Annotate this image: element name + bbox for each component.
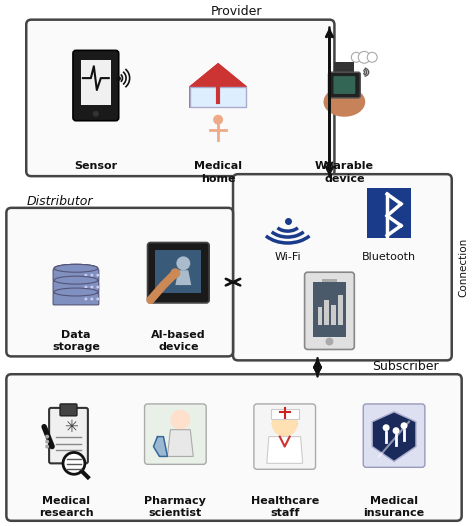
Text: Bluetooth: Bluetooth [362, 252, 416, 262]
FancyBboxPatch shape [53, 269, 99, 281]
Text: Distributor: Distributor [26, 195, 93, 208]
Text: Wi-Fi: Wi-Fi [274, 252, 301, 262]
Text: Medical
research: Medical research [39, 496, 93, 519]
Circle shape [213, 115, 223, 125]
FancyBboxPatch shape [367, 188, 411, 238]
Bar [338, 295, 343, 325]
Ellipse shape [54, 264, 98, 272]
Circle shape [176, 256, 190, 270]
Text: Healthcare
staff: Healthcare staff [251, 496, 319, 519]
Circle shape [272, 411, 298, 437]
Ellipse shape [54, 288, 98, 296]
Circle shape [45, 440, 49, 443]
FancyBboxPatch shape [60, 404, 77, 416]
Ellipse shape [272, 417, 298, 431]
Circle shape [170, 410, 190, 430]
FancyBboxPatch shape [328, 72, 360, 98]
Text: Subscriber: Subscriber [372, 360, 439, 373]
Text: Wearable
device: Wearable device [315, 161, 374, 184]
Circle shape [367, 53, 377, 62]
Circle shape [45, 434, 49, 439]
Bar [312, 282, 346, 337]
Bar [190, 87, 246, 107]
Ellipse shape [54, 264, 98, 272]
Circle shape [383, 424, 390, 431]
FancyBboxPatch shape [254, 404, 316, 469]
Text: Connection: Connection [459, 238, 469, 297]
FancyBboxPatch shape [53, 293, 99, 305]
Bar [81, 60, 111, 105]
FancyBboxPatch shape [49, 408, 88, 463]
Circle shape [91, 286, 93, 289]
Circle shape [84, 286, 87, 289]
Ellipse shape [323, 87, 365, 117]
Polygon shape [372, 412, 416, 461]
Circle shape [45, 444, 49, 449]
Circle shape [401, 422, 408, 429]
Polygon shape [267, 437, 302, 463]
Circle shape [84, 274, 87, 277]
Polygon shape [167, 430, 193, 457]
Circle shape [392, 427, 400, 434]
Circle shape [91, 298, 93, 300]
Circle shape [358, 52, 370, 63]
Text: Data
storage: Data storage [52, 330, 100, 352]
Text: ✳: ✳ [64, 418, 78, 436]
Text: Medical
home: Medical home [194, 161, 242, 184]
FancyBboxPatch shape [26, 19, 335, 176]
FancyBboxPatch shape [6, 208, 233, 357]
Circle shape [351, 53, 361, 62]
Circle shape [96, 298, 100, 300]
Polygon shape [190, 64, 246, 87]
Circle shape [93, 111, 99, 117]
Text: Medical
insurance: Medical insurance [364, 496, 425, 519]
Text: Pharmacy
scientist: Pharmacy scientist [145, 496, 206, 519]
Bar [335, 62, 354, 82]
FancyBboxPatch shape [305, 272, 354, 349]
Bar [321, 279, 337, 282]
Circle shape [96, 274, 100, 277]
Bar [331, 305, 337, 325]
Text: Sensor: Sensor [74, 161, 118, 171]
FancyBboxPatch shape [73, 50, 118, 120]
Circle shape [326, 338, 333, 346]
FancyBboxPatch shape [233, 174, 452, 360]
Circle shape [63, 452, 85, 474]
Polygon shape [175, 270, 191, 285]
Circle shape [84, 298, 87, 300]
Bar [325, 300, 329, 325]
FancyBboxPatch shape [53, 281, 99, 293]
Bar [155, 250, 201, 293]
Circle shape [96, 286, 100, 289]
FancyBboxPatch shape [145, 404, 206, 464]
Text: Provider: Provider [211, 5, 263, 18]
FancyBboxPatch shape [147, 242, 209, 303]
FancyBboxPatch shape [363, 404, 425, 467]
Ellipse shape [54, 276, 98, 284]
Circle shape [170, 268, 180, 278]
Circle shape [91, 274, 93, 277]
Bar [318, 307, 322, 325]
Text: AI-based
device: AI-based device [151, 330, 206, 352]
Bar [271, 409, 299, 419]
Polygon shape [154, 437, 167, 457]
FancyBboxPatch shape [333, 76, 356, 94]
FancyBboxPatch shape [6, 374, 462, 521]
